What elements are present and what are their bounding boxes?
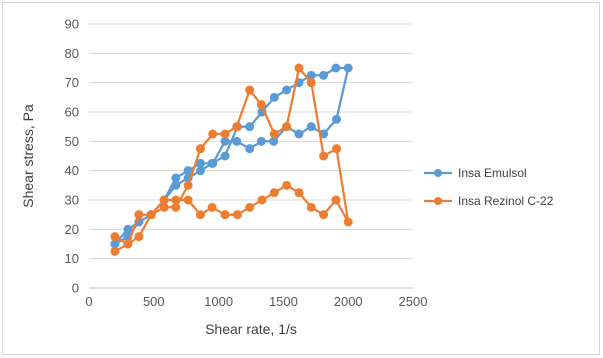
y-axis-title: Shear stress, Pa [20,104,36,208]
data-point [245,85,255,95]
y-tick-labels: 0 10 20 30 40 50 60 70 80 90 [65,17,79,296]
data-point [269,136,279,146]
x-axis-title: Shear rate, 1/s [205,321,297,337]
x-tick-labels: 0 500 1000 1500 2000 2500 [85,294,427,309]
y-tick-label: 40 [65,163,79,178]
plot-area [110,63,353,256]
data-point [294,63,304,73]
chart-frame [2,2,600,355]
y-tick-label: 80 [65,46,79,61]
legend-label: Insa Emulsol [458,166,527,180]
data-point [195,166,205,176]
series-line [114,66,350,253]
data-point [110,246,120,256]
data-point [294,129,304,139]
data-point [220,210,230,220]
data-point [282,180,292,190]
data-point [123,239,133,249]
data-point [245,202,255,212]
legend-swatch-marker [434,169,442,177]
data-point [331,63,341,73]
data-point [123,224,133,234]
data-point [269,129,279,139]
data-point [220,129,230,139]
data-point [257,195,267,205]
data-point [232,122,242,132]
y-tick-label: 0 [72,281,79,296]
legend: Insa Emulsol Insa Rezinol C-22 [424,166,554,208]
y-tick-label: 60 [65,105,79,120]
legend-swatch-marker [434,197,442,205]
legend-label: Insa Rezinol C-22 [458,194,554,208]
data-point [319,210,329,220]
data-point [134,210,144,220]
data-point [319,70,329,80]
data-point [134,232,144,242]
data-point [343,217,353,227]
data-point [183,195,193,205]
data-point [332,114,342,124]
data-point [282,122,292,132]
data-point [171,195,181,205]
y-tick-label: 70 [65,75,79,90]
data-point [110,239,120,249]
data-point [183,180,193,190]
data-point [171,173,181,183]
y-tick-label: 90 [65,17,79,32]
data-point [245,144,255,154]
data-point [146,210,156,220]
data-point [171,180,181,190]
data-point [332,144,342,154]
data-point [319,151,329,161]
data-point [195,144,205,154]
data-point [306,202,316,212]
data-point [220,136,230,146]
data-point [220,151,230,161]
data-point [208,129,218,139]
data-point [269,92,279,102]
data-point [294,188,304,198]
data-point [195,210,205,220]
data-point [269,188,279,198]
x-tick-label: 1000 [204,294,233,309]
data-point [256,100,266,110]
data-point [256,136,266,146]
data-point [306,78,316,88]
data-point [207,158,217,168]
data-point [245,122,255,132]
data-point [159,202,169,212]
data-point [171,202,181,212]
data-point [110,232,120,242]
y-tick-label: 50 [65,134,79,149]
y-tick-label: 20 [65,222,79,237]
data-point [159,195,169,205]
x-tick-label: 0 [85,294,92,309]
x-tick-label: 1500 [269,294,298,309]
y-tick-label: 30 [65,193,79,208]
x-tick-label: 2500 [399,294,428,309]
data-point [232,136,242,146]
data-point [306,122,316,132]
data-point [282,85,292,95]
data-point [207,202,217,212]
data-point [232,210,242,220]
x-tick-label: 500 [143,294,165,309]
x-tick-label: 2000 [334,294,363,309]
data-point [343,63,353,73]
data-point [331,195,341,205]
y-tick-label: 10 [65,251,79,266]
